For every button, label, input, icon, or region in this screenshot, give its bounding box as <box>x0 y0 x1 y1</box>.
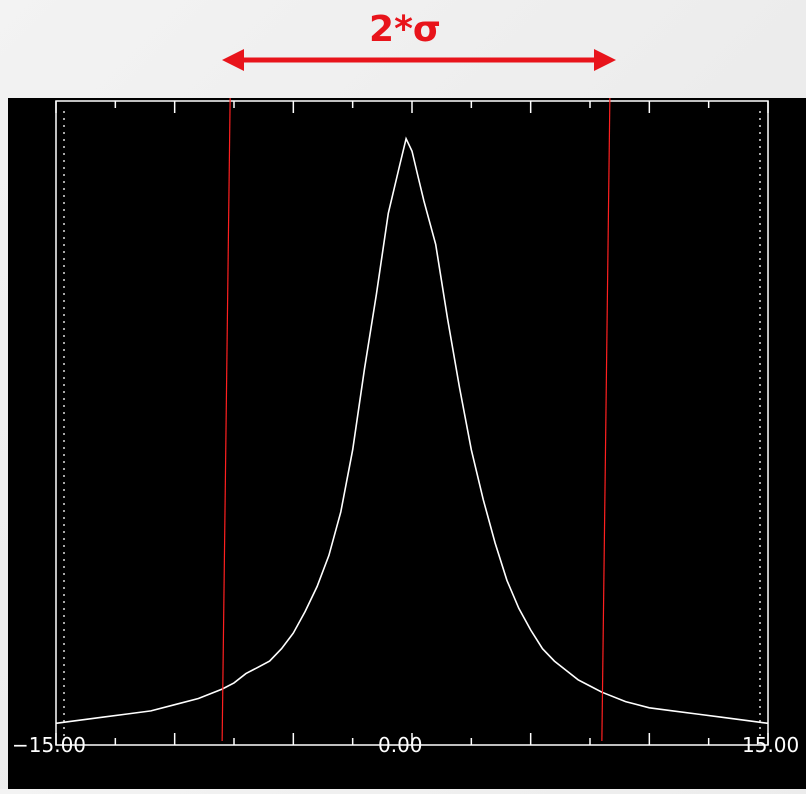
x-tick-label-min: −15.00 <box>12 733 87 757</box>
histogram-line <box>55 136 769 725</box>
sigma-annotation-label: 2*σ <box>369 9 441 50</box>
x-tick-label-max: 15.00 <box>742 733 800 757</box>
histogram-chart <box>55 97 769 746</box>
sigma-marker-line <box>221 97 231 742</box>
sigma-marker-line <box>601 97 611 742</box>
axes-box <box>55 100 769 746</box>
plot-area <box>8 97 806 789</box>
double-headed-arrow-icon <box>222 49 616 71</box>
x-tick-label-center: 0.00 <box>378 733 423 757</box>
